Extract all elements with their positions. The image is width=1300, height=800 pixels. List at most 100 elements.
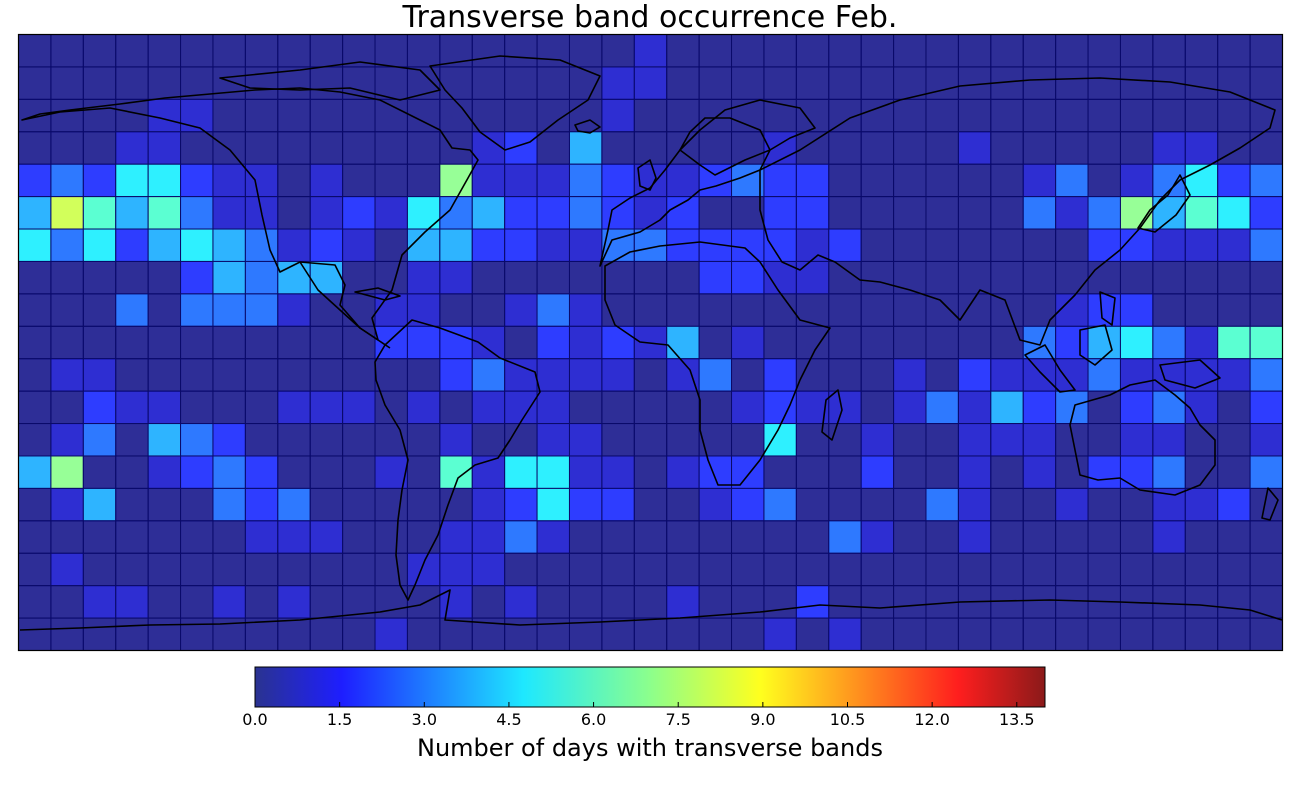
heatmap-cell bbox=[244, 325, 279, 360]
heatmap-cell bbox=[277, 487, 311, 522]
heatmap-cell bbox=[277, 293, 311, 327]
heatmap-cell bbox=[147, 196, 182, 230]
heatmap-cell bbox=[1055, 617, 1089, 651]
heatmap-cell bbox=[1249, 325, 1283, 360]
coastline-outlines bbox=[19, 55, 1283, 631]
heatmap-cell bbox=[342, 98, 376, 133]
heatmap-cell bbox=[342, 196, 376, 230]
heatmap-cell bbox=[1022, 585, 1057, 619]
heatmap-cell bbox=[115, 520, 149, 554]
heatmap-cell bbox=[439, 260, 473, 295]
heatmap-cell bbox=[471, 66, 506, 100]
heatmap-cell bbox=[439, 228, 473, 262]
heatmap-cell bbox=[277, 617, 311, 651]
heatmap-cell bbox=[990, 98, 1024, 133]
heatmap-cell bbox=[1022, 34, 1057, 68]
heatmap-cell bbox=[925, 455, 959, 489]
heatmap-cell bbox=[666, 260, 700, 295]
heatmap-cell bbox=[277, 390, 311, 425]
heatmap-cell bbox=[666, 293, 700, 327]
heatmap-cell bbox=[1055, 423, 1089, 457]
heatmap-cell bbox=[1022, 66, 1057, 100]
heatmap-cell bbox=[536, 293, 570, 327]
heatmap-cell bbox=[82, 98, 117, 133]
heatmap-cell bbox=[471, 520, 506, 554]
heatmap-cell bbox=[342, 617, 376, 651]
coastline-asia bbox=[759, 77, 1276, 346]
heatmap-cell bbox=[925, 34, 959, 68]
heatmap-cell bbox=[893, 520, 927, 554]
heatmap-cell bbox=[633, 131, 668, 165]
heatmap-cell bbox=[731, 552, 765, 587]
heatmap-cell bbox=[601, 163, 635, 198]
colorbar-tick-label: 12.0 bbox=[914, 710, 950, 729]
coastline-australia bbox=[1069, 379, 1216, 496]
heatmap-grid bbox=[18, 34, 1283, 651]
heatmap-cell bbox=[115, 260, 149, 295]
heatmap-cell bbox=[568, 325, 603, 360]
heatmap-cell bbox=[82, 552, 117, 587]
heatmap-cell bbox=[1119, 520, 1154, 554]
heatmap-cell bbox=[147, 293, 182, 327]
heatmap-cell bbox=[115, 487, 149, 522]
heatmap-cell bbox=[633, 520, 668, 554]
heatmap-cell bbox=[795, 358, 830, 392]
heatmap-cell bbox=[244, 552, 279, 587]
heatmap-cell bbox=[763, 325, 797, 360]
heatmap-cell bbox=[147, 487, 182, 522]
heatmap-cell bbox=[1022, 163, 1057, 198]
heatmap-cell bbox=[957, 455, 992, 489]
heatmap-cell bbox=[180, 585, 214, 619]
coastline-africa bbox=[604, 241, 831, 486]
heatmap-cell bbox=[925, 98, 959, 133]
heatmap-cell bbox=[601, 552, 635, 587]
coastline-iceland bbox=[574, 119, 601, 134]
heatmap-cell bbox=[244, 34, 279, 68]
heatmap-cell bbox=[277, 196, 311, 230]
heatmap-cell bbox=[828, 585, 862, 619]
heatmap-cell bbox=[277, 520, 311, 554]
heatmap-cell bbox=[1119, 260, 1154, 295]
heatmap-cell bbox=[471, 98, 506, 133]
heatmap-cell bbox=[504, 455, 538, 489]
heatmap-cell bbox=[471, 552, 506, 587]
heatmap-cell bbox=[1184, 34, 1219, 68]
heatmap-cell bbox=[795, 617, 830, 651]
heatmap-cell bbox=[633, 423, 668, 457]
heatmap-cell bbox=[568, 131, 603, 165]
heatmap-cell bbox=[1249, 358, 1283, 392]
heatmap-cell bbox=[568, 98, 603, 133]
heatmap-cell bbox=[471, 423, 506, 457]
heatmap-cell bbox=[925, 552, 959, 587]
heatmap-cell bbox=[115, 163, 149, 198]
heatmap-cell bbox=[666, 66, 700, 100]
heatmap-cell bbox=[1249, 196, 1283, 230]
heatmap-cell bbox=[82, 34, 117, 68]
heatmap-cell bbox=[1087, 617, 1121, 651]
heatmap-cell bbox=[763, 293, 797, 327]
heatmap-cell bbox=[471, 390, 506, 425]
heatmap-cell bbox=[601, 358, 635, 392]
heatmap-cell bbox=[990, 293, 1024, 327]
heatmap-cell bbox=[893, 487, 927, 522]
heatmap-cell bbox=[601, 423, 635, 457]
heatmap-cell bbox=[1022, 358, 1057, 392]
heatmap-cell bbox=[1217, 325, 1251, 360]
heatmap-cell bbox=[374, 98, 408, 133]
heatmap-cell bbox=[439, 358, 473, 392]
heatmap-cell bbox=[82, 358, 117, 392]
heatmap-cell bbox=[925, 163, 959, 198]
heatmap-cell bbox=[244, 260, 279, 295]
heatmap-cell bbox=[795, 260, 830, 295]
heatmap-cell bbox=[82, 196, 117, 230]
heatmap-cell bbox=[763, 423, 797, 457]
heatmap-cell bbox=[1022, 196, 1057, 230]
coastline-new-zealand bbox=[1261, 487, 1279, 521]
heatmap-cell bbox=[1055, 34, 1089, 68]
heatmap-cell bbox=[601, 131, 635, 165]
heatmap-cell bbox=[990, 390, 1024, 425]
heatmap-cell bbox=[115, 34, 149, 68]
heatmap-cell bbox=[601, 617, 635, 651]
heatmap-cell bbox=[990, 617, 1024, 651]
heatmap-cell bbox=[309, 260, 344, 295]
